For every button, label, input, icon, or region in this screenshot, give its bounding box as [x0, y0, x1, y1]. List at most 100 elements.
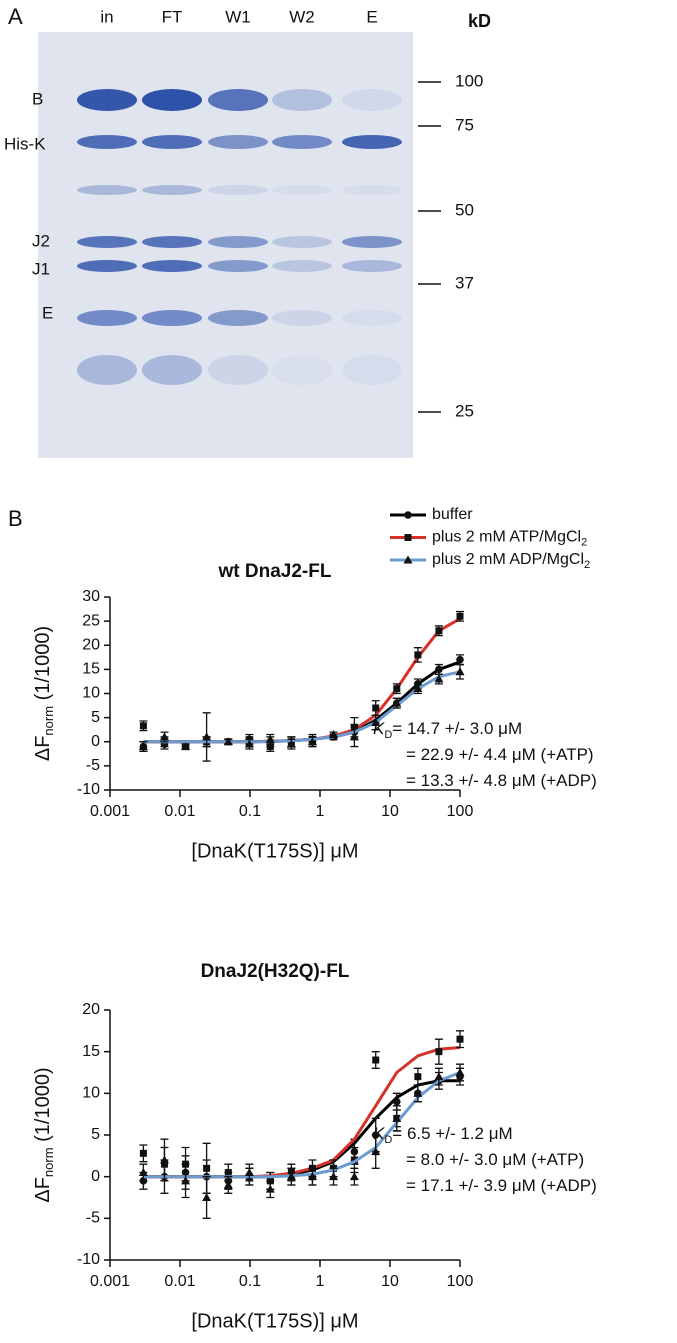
legend-marker	[403, 555, 413, 564]
y-tick-label: 25	[82, 612, 100, 629]
annotation: = 22.9 +/- 4.4 μM (+ATP)	[406, 745, 594, 764]
marker-label: 37	[455, 273, 474, 292]
point	[224, 1169, 232, 1176]
y-tick-label: 30	[82, 588, 100, 605]
point	[138, 1168, 148, 1176]
gel-band	[342, 355, 402, 385]
lane-label: W1	[225, 7, 251, 26]
point	[202, 732, 212, 741]
annotation-k: K	[373, 719, 385, 738]
gel-band	[142, 135, 202, 149]
point	[392, 1097, 401, 1106]
gel-band	[77, 355, 137, 385]
point	[349, 732, 359, 741]
y-label-rest: (1/1000)	[32, 626, 54, 706]
gel-bands	[77, 89, 402, 385]
point	[139, 1149, 147, 1157]
gel-band	[208, 135, 268, 149]
chart-title: DnaJ2(H32Q)-FL	[201, 961, 350, 982]
annotation-k: K	[373, 1124, 385, 1143]
point	[139, 722, 147, 730]
x-tick-label: 0.1	[239, 1273, 261, 1290]
legend-name: buffer	[432, 506, 473, 523]
gel-band	[77, 260, 137, 272]
gel-band	[77, 310, 137, 326]
y-tick-label: -10	[77, 1251, 100, 1268]
legend-label: plus 2 mM ATP/MgCl2	[432, 529, 587, 549]
point	[372, 704, 380, 712]
gel-band	[272, 89, 332, 111]
legend-name: plus 2 mM ADP/MgCl	[432, 551, 584, 568]
y-tick-label: 15	[82, 661, 100, 678]
legend-label: buffer	[432, 506, 473, 523]
y-label-main: ΔF	[32, 736, 54, 762]
point	[286, 1172, 296, 1181]
point	[307, 737, 317, 746]
gel-band	[142, 310, 202, 326]
gel-band	[342, 310, 402, 326]
point	[435, 1048, 443, 1056]
annotation-text: = 8.0 +/- 3.0 μM (+ATP)	[406, 1150, 584, 1169]
point	[286, 739, 296, 748]
lane-label: E	[366, 7, 377, 26]
y-tick-label: -5	[86, 757, 100, 774]
point	[414, 1073, 422, 1081]
x-axis-label: [DnaK(T175S)] μM	[191, 1310, 358, 1332]
gel-band	[342, 135, 402, 149]
gel-band	[142, 89, 202, 111]
annotation-text: = 6.5 +/- 1.2 μM	[392, 1124, 512, 1143]
y-axis-label: ΔFnorm (1/1000)	[32, 1067, 56, 1202]
annotation: KD= 14.7 +/- 3.0 μM	[373, 719, 522, 740]
point	[434, 1072, 444, 1081]
marker-label: 50	[455, 200, 474, 219]
point	[159, 1155, 169, 1164]
point	[349, 1172, 359, 1181]
fit-curve	[143, 670, 461, 744]
y-label-rest: (1/1000)	[32, 1067, 54, 1147]
gel-band	[272, 355, 332, 385]
lane-label: in	[100, 7, 113, 26]
point	[181, 742, 191, 751]
x-axis-label: [DnaK(T175S)] μM	[191, 840, 358, 862]
gel-band	[142, 185, 202, 195]
point	[371, 717, 381, 726]
annotation-text: = 14.7 +/- 3.0 μM	[392, 719, 522, 738]
gel-band	[208, 89, 268, 111]
point	[414, 651, 422, 659]
annotation: KD= 6.5 +/- 1.2 μM	[373, 1124, 513, 1145]
point	[159, 732, 169, 741]
gel-band	[208, 355, 268, 385]
y-tick-label: 0	[91, 733, 100, 750]
x-tick-label: 1	[316, 803, 325, 820]
y-axis-label: ΔFnorm (1/1000)	[32, 626, 56, 761]
point	[329, 1172, 339, 1181]
point	[329, 730, 339, 739]
gel-band	[142, 236, 202, 248]
point	[455, 1068, 465, 1076]
point	[223, 1180, 233, 1189]
y-tick-label: 10	[82, 685, 100, 702]
legend-name-sub: 2	[581, 536, 587, 548]
annotation-text: = 22.9 +/- 4.4 μM (+ATP)	[406, 745, 594, 764]
x-tick-label: 0.001	[90, 803, 130, 820]
legend-name: plus 2 mM ATP/MgCl	[432, 529, 581, 546]
band-label: J2	[32, 231, 50, 250]
gel-band	[342, 236, 402, 248]
point	[393, 685, 401, 693]
gel-band	[272, 236, 332, 248]
point	[435, 627, 443, 635]
x-tick-label: 1	[316, 1273, 325, 1290]
point	[372, 1056, 380, 1064]
y-tick-label: 0	[91, 1168, 100, 1185]
gel-band	[272, 260, 332, 272]
point	[244, 1168, 254, 1176]
panel-label: B	[8, 506, 23, 531]
annotation-text: = 13.3 +/- 4.8 μM (+ADP)	[406, 771, 597, 790]
point	[435, 665, 443, 674]
x-tick-label: 100	[447, 1273, 474, 1290]
x-tick-label: 10	[381, 803, 399, 820]
annotation-text: = 17.1 +/- 3.9 μM (+ADP)	[406, 1176, 597, 1195]
x-tick-label: 100	[447, 803, 474, 820]
gel-band	[272, 310, 332, 326]
marker-label: 100	[455, 71, 483, 90]
